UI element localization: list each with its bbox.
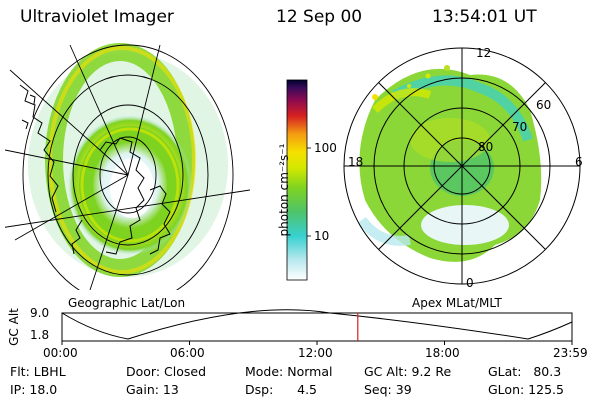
dsp-status: Dsp: 4.5 [245,382,318,397]
mlt-label-18: 18 [348,155,364,169]
mlt-label-6: 6 [575,155,583,169]
timeline-ylabel: GC Alt [7,308,21,346]
timeline-ymin: 1.8 [30,328,50,342]
time-tick-1200: 12:00 [298,346,333,360]
gain-status: Gain: 13 [126,382,179,397]
mlat-label-80: 80 [478,140,494,154]
left-panel-caption: Geographic Lat/Lon [68,296,186,310]
colorbar-tick-100: 100 [314,141,337,155]
door-status: Door: Closed [126,364,207,379]
colorbar-label: photon cm⁻²s⁻¹ [277,143,291,237]
ip-status: IP: 18.0 [10,382,58,397]
time-tick-0600: 06:00 [170,346,205,360]
glat-status: GLat: 80.3 [488,364,562,379]
geographic-image [5,43,250,290]
image-date: 12 Sep 00 [276,7,363,27]
mode-status: Mode: Normal [245,364,333,379]
time-tick-1800: 18:00 [425,346,460,360]
instrument-title: Ultraviolet Imager [20,7,174,27]
colorbar-tick-10: 10 [314,229,330,243]
mlat-label-60: 60 [536,98,552,112]
glon-status: GLon: 125.5 [488,382,564,397]
image-time: 13:54:01 UT [432,7,537,27]
colorbar [286,79,308,281]
time-tick-0000: 00:00 [43,346,78,360]
mlt-label-12: 12 [476,46,492,60]
time-tick-2359: 23:59 [553,346,588,360]
gc-alt-status: GC Alt: 9.2 Re [364,364,452,379]
altitude-curve [61,309,573,340]
seq-status: Seq: 39 [364,382,412,397]
mlat-label-70: 70 [512,120,528,134]
mlt-label-0: 0 [466,276,474,290]
filter-status: Flt: LBHL [10,364,66,379]
polar-grid [343,47,581,285]
timeline-ymax: 9.0 [30,306,50,320]
right-panel-caption: Apex MLat/MLT [412,296,502,310]
altitude-timeline [61,312,573,342]
